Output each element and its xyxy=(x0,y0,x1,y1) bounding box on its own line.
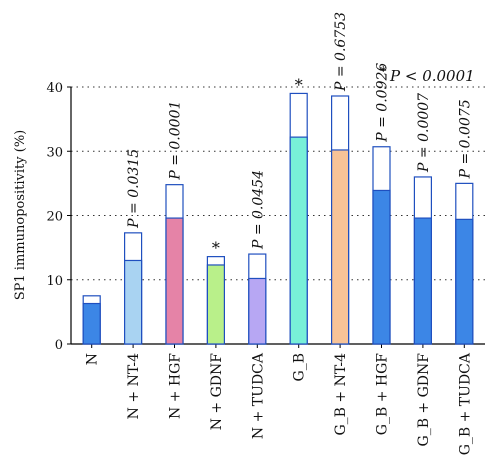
y-tick-label: 0 xyxy=(55,338,63,353)
x-tick-label: N + NT-4 xyxy=(126,353,142,419)
p-value-label: P = 0.0926 xyxy=(375,63,391,143)
x-tick-label: G_B + GDNF xyxy=(416,353,432,447)
p-value-label: P = 0.0007 xyxy=(416,93,432,173)
note-text: P < 0.0001 xyxy=(389,67,475,85)
p-value-label: P = 0.0075 xyxy=(457,99,473,179)
bar-value xyxy=(206,264,225,345)
bar-value xyxy=(372,189,391,345)
x-tick-label: G_B + HGF xyxy=(375,353,391,435)
labels: N N + NT-4 P = 0.0315 N + HGF P = 0.0001 N + … xyxy=(85,12,474,455)
y-axis-label: SP1 immunopositivity (%) xyxy=(13,130,28,301)
bar-value xyxy=(331,149,350,345)
x-tick-label: G_B + NT-4 xyxy=(333,353,349,436)
bar-value xyxy=(413,217,432,345)
significance-star: * xyxy=(295,75,303,94)
bar-value xyxy=(123,259,143,345)
y-tick-label: 20 xyxy=(46,210,63,225)
x-tick-label: G_B + TUDCA xyxy=(457,352,473,455)
bar-value xyxy=(248,277,267,345)
y-tick-label: 10 xyxy=(46,274,63,289)
x-tick-label: N + HGF xyxy=(168,353,184,419)
p-value-label: P = 0.0001 xyxy=(168,101,184,181)
x-tick-label: N + TUDCA xyxy=(250,352,266,439)
y-tick-label: 30 xyxy=(46,145,63,160)
p-value-label: P = 0.0454 xyxy=(250,170,266,250)
bar-value xyxy=(82,302,101,345)
x-tick-label: N xyxy=(85,353,101,365)
significance-star: * xyxy=(212,239,220,258)
y-tick-label: 40 xyxy=(46,81,63,96)
x-tick-label: N + GDNF xyxy=(209,353,225,431)
bar-value xyxy=(289,136,308,345)
bar-value xyxy=(165,217,184,345)
p-value-label: P = 0.0315 xyxy=(126,149,142,229)
bars xyxy=(82,92,474,345)
bar-value xyxy=(455,218,474,345)
p-value-label: P = 0.6753 xyxy=(333,12,349,92)
x-tick-label: G_B xyxy=(292,353,308,381)
note-star: * xyxy=(380,65,387,80)
significance-note: * P < 0.0001 xyxy=(380,65,475,85)
